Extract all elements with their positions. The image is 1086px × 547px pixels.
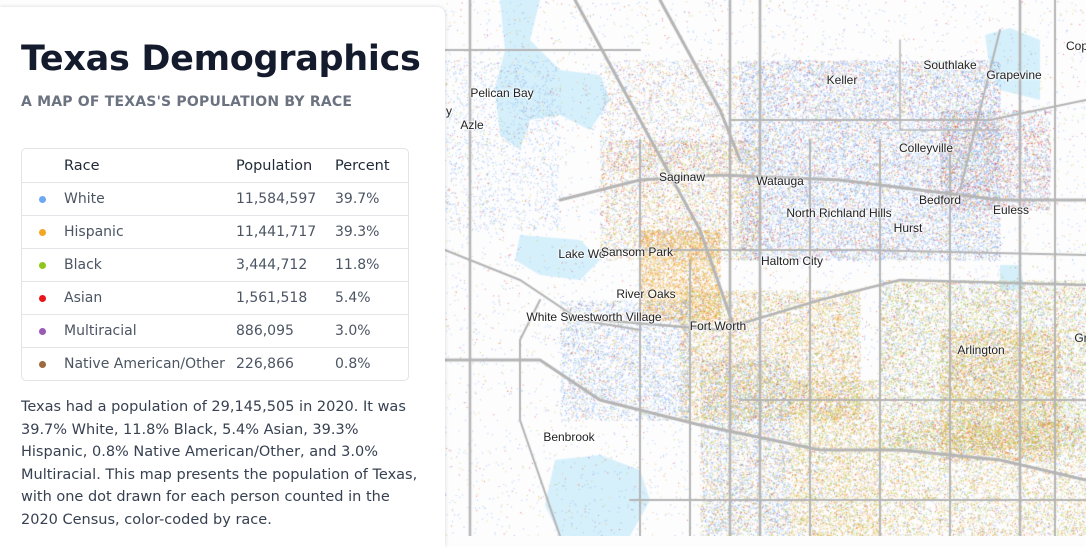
table-row: Hispanic 11,441,717 39.3% [22,216,408,249]
map-place-label[interactable]: Watauga [756,174,804,188]
population-cell: 11,584,597 [236,183,335,216]
map-place-label[interactable]: Bedford [918,193,962,207]
table-header-row: Race Population Percent [22,149,408,183]
map-place-label[interactable]: Gr [1074,331,1086,345]
percent-cell: 5.4% [335,282,408,315]
color-cell [22,183,64,216]
table-row: Asian 1,561,518 5.4% [22,282,408,315]
map-place-label[interactable]: Sansom Park [600,245,674,259]
map-place-label[interactable]: River Oaks [616,287,676,301]
column-header-percent: Percent [335,149,408,183]
population-cell: 226,866 [236,356,294,372]
map-place-label[interactable]: Euless [992,203,1030,217]
map-place-label[interactable]: y [446,104,452,118]
table-row: Native American/Other 226,866 0.8% [22,348,408,380]
population-cell: 3,444,712 [236,249,335,282]
map-place-label[interactable]: Haltom City [760,254,824,268]
map-place-label[interactable]: White Swestworth Village [526,310,662,324]
percent-cell: 39.7% [335,183,408,216]
color-cell [22,348,64,380]
population-cell: 11,441,717 [236,216,335,249]
map-place-label[interactable]: Grapevine [986,68,1042,82]
race-color-dot-icon [39,261,46,269]
race-cell: Multiracial [64,315,236,348]
race-cell: Asian [64,282,236,315]
race-cell: White [64,183,236,216]
column-header-color [22,149,64,183]
race-cell: Native American/Other [64,356,225,372]
map-place-label[interactable]: Hurst [893,221,923,235]
map-place-label[interactable]: Cop [1065,39,1086,53]
map-place-label[interactable]: Arlington [957,343,1005,357]
population-cell: 886,095 [236,315,335,348]
color-cell [22,282,64,315]
color-cell [22,216,64,249]
population-cell: 1,561,518 [236,282,335,315]
map-place-label[interactable]: Keller [826,73,858,87]
percent-cell: 39.3% [335,216,408,249]
race-cell: Black [64,249,236,282]
race-color-dot-icon [39,228,46,236]
info-panel: Texas Demographics A MAP OF TEXAS'S POPU… [0,7,445,547]
column-header-population: Population [236,149,335,183]
color-cell [22,249,64,282]
column-header-race: Race [64,149,236,183]
page-subtitle: A MAP OF TEXAS'S POPULATION BY RACE [21,94,353,110]
race-color-dot-icon [39,360,46,368]
color-cell [22,315,64,348]
map-place-label[interactable]: Azle [460,118,484,132]
map-place-label[interactable]: Lake Wo [558,247,606,261]
table-row: Black 3,444,712 11.8% [22,249,408,282]
race-legend-table: Race Population Percent White 11,584,597 3… [21,148,409,381]
table-row: Multiracial 886,095 3.0% [22,315,408,348]
race-color-dot-icon [39,195,46,203]
map-place-label[interactable]: Pelican Bay [470,86,534,100]
percent-cell: 11.8% [335,249,408,282]
race-color-dot-icon [39,327,46,335]
race-color-dot-icon [39,294,46,302]
map-place-label[interactable]: Saginaw [658,170,706,184]
description-text: Texas had a population of 29,145,505 in … [21,399,418,528]
percent-cell: 3.0% [335,315,408,348]
percent-cell: 0.8% [335,356,371,372]
map-place-label[interactable]: Colleyville [898,141,954,155]
race-cell: Hispanic [64,216,236,249]
page-title: Texas Demographics [21,39,421,79]
table-row: White 11,584,597 39.7% [22,183,408,216]
map-place-label[interactable]: North Richland Hills [786,206,892,220]
map-place-label[interactable]: Fort Worth [689,319,747,333]
map-place-label[interactable]: Southlake [923,58,977,72]
map-place-label[interactable]: Benbrook [543,430,595,444]
